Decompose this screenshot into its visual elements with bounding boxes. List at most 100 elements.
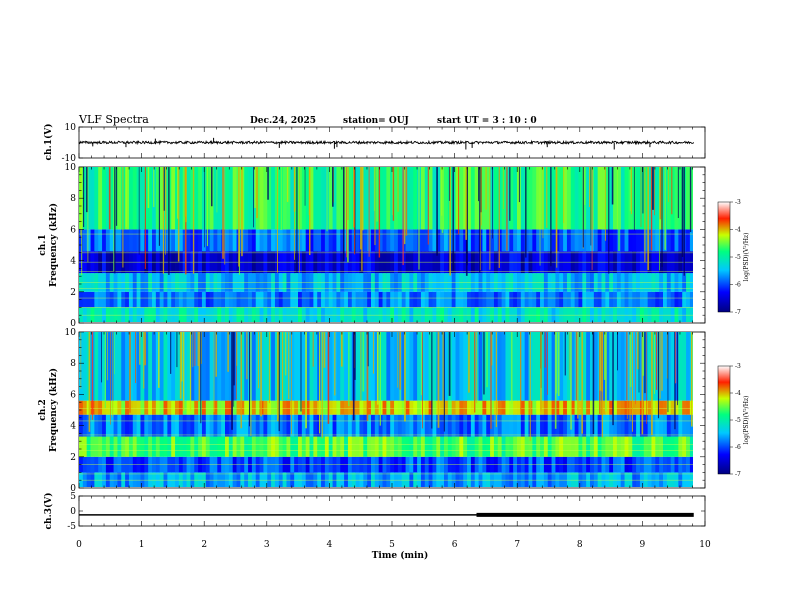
ch1-spectrogram-cell — [194, 307, 199, 322]
ch1-spectrogram-cell — [424, 229, 430, 252]
ch2-spectrogram-cell — [274, 414, 280, 437]
ch2-spectrogram-cell — [140, 400, 145, 415]
ch2-spectrogram-cell — [309, 436, 314, 457]
ch1-spectrogram-cell — [363, 307, 368, 322]
ch2-spectrogram-cell — [282, 332, 287, 401]
ch2-spectrogram-cell — [478, 400, 483, 415]
ch1-spectrogram-cell — [301, 167, 307, 230]
ch2-spectrogram-cell — [347, 436, 353, 457]
ch2-spectrogram-cell — [294, 332, 299, 401]
ch2-spectrogram-cell — [240, 436, 245, 457]
ch2-spectrogram-cell — [609, 472, 614, 487]
ch2-spectrogram-cell — [128, 472, 134, 487]
ch1-spectrogram-cell — [420, 291, 426, 308]
ch1-spectrogram-cell — [328, 167, 333, 230]
ch1-spectrogram-cell — [102, 229, 107, 252]
ch1-spectrogram-cell — [467, 167, 472, 230]
ch1-spectrogram-cell — [663, 307, 668, 322]
ch2-spectrogram-cell — [117, 414, 122, 437]
ch1-spectrogram-cell — [532, 167, 537, 230]
ch2-spectrogram-cell — [175, 436, 180, 457]
ch2-spectrogram-cell — [520, 436, 526, 457]
ch2-spectrogram-cell — [144, 400, 149, 415]
ch2-spectrogram-cell — [236, 472, 241, 487]
ch1-spectrogram-cell — [689, 291, 693, 308]
ch2-spectrogram-cell — [125, 332, 130, 401]
ch2-spectrogram-cell — [90, 472, 95, 487]
ch1-spectrogram-cell — [94, 229, 99, 252]
ch2-spectrogram-cell — [597, 436, 602, 457]
ch2-spectrogram-cell — [444, 414, 449, 437]
ch2-spectrogram-cell — [513, 414, 518, 437]
ch2-spectrogram-cell — [144, 472, 149, 487]
ch1-spectrogram-cell — [175, 307, 180, 322]
ch1-spectrogram-cell — [678, 167, 683, 230]
ch1-spectrogram-cell — [113, 291, 118, 308]
ch2-spectrogram-cell — [355, 472, 360, 487]
ch1-spectrogram-cell — [682, 307, 687, 322]
ch2-spectrogram-cell — [520, 332, 526, 401]
ch2-spectrogram-cell — [209, 414, 214, 437]
ch1-spectrogram-cell — [178, 307, 184, 322]
ch2-spectrogram-cell — [298, 414, 303, 437]
ch1-spectrogram-cell — [298, 167, 303, 230]
colorbar-tick-label: -3 — [735, 363, 741, 370]
ch1-spectrogram-cell — [401, 229, 406, 252]
ch2-spectrogram-cell — [647, 414, 652, 437]
ch2-spectrogram-cell — [113, 332, 118, 401]
ch2-spectrogram-cell — [221, 436, 226, 457]
ch1-spectrogram-cell — [605, 167, 610, 230]
ch2-spectrogram-cell — [363, 332, 368, 401]
ch1-spectrogram-cell — [363, 291, 368, 308]
ch1-spectrogram-cell — [493, 307, 499, 322]
ch2-spectrogram-cell — [228, 332, 234, 401]
ch2-spectrogram-cell — [474, 436, 479, 457]
ch2-spectrogram-cell — [79, 400, 84, 415]
ch1-spectrogram-cell — [609, 291, 614, 308]
ch2-spectrogram-cell — [497, 400, 503, 415]
ch2-spectrogram-cell — [209, 400, 214, 415]
ch1-spectrogram-cell — [355, 307, 360, 322]
ch2-spectrogram-cell — [290, 400, 295, 415]
ch1-spectrogram-cell — [590, 307, 595, 322]
ch2-spectrogram-cell — [159, 400, 164, 415]
ch1-spectrogram-cell — [397, 307, 403, 322]
ch1-spectrogram-cell — [390, 307, 395, 322]
ch2-spectrogram-cell — [198, 436, 203, 457]
ch1-spectrogram-cell — [374, 307, 380, 322]
x-axis-label: Time (min) — [372, 550, 429, 561]
ch2-spectrogram-cell — [409, 400, 414, 415]
ch1-spectrogram-cell — [290, 229, 295, 252]
ch1-spectrogram-cell — [382, 307, 387, 322]
ch1-spectrogram-cell — [82, 291, 88, 308]
ch2-spectrogram-cell — [578, 472, 583, 487]
ch2-spectrogram-cell — [620, 332, 625, 401]
ch2-spectrogram-cell — [225, 332, 230, 401]
ch2-spectrogram-cell — [613, 472, 618, 487]
ch2-spectrogram-cell — [294, 414, 299, 437]
ch2-spectrogram-cell — [259, 472, 264, 487]
ch1-spectrogram-cell — [255, 307, 260, 322]
ch2-spectrogram-cell — [263, 472, 268, 487]
ch2-spectrogram-cell — [636, 400, 641, 415]
ch1-spectrogram-cell — [490, 307, 495, 322]
ch2-spectrogram-cell — [505, 414, 510, 437]
ch2-spectrogram-cell — [201, 332, 207, 401]
ch1-spectrogram-cell — [148, 229, 153, 252]
ch1-spectrogram-cell — [597, 307, 602, 322]
ch1-spectrogram-cell — [255, 229, 260, 252]
ch2-spectrogram-cell — [540, 332, 545, 401]
ch2-spectrogram-cell — [490, 400, 495, 415]
ch1-spectrogram-cell — [332, 291, 337, 308]
ch2-spectrogram-cell — [459, 414, 464, 437]
ch2-spectrogram-cell — [221, 400, 226, 415]
ch1-spectrogram-cell — [140, 307, 145, 322]
ch1-spectrogram-cell — [505, 307, 510, 322]
ch2-spectrogram-cell — [559, 436, 564, 457]
ch2-spectrogram-cell — [394, 436, 399, 457]
ch2-spectrogram-cell — [248, 472, 253, 487]
ch2-spectrogram-cell — [109, 472, 114, 487]
ch3-ylabel: ch.3(V) — [43, 493, 54, 530]
ch1-spectrogram-cell — [486, 291, 491, 308]
ch2-spectrogram-cell — [309, 332, 314, 401]
